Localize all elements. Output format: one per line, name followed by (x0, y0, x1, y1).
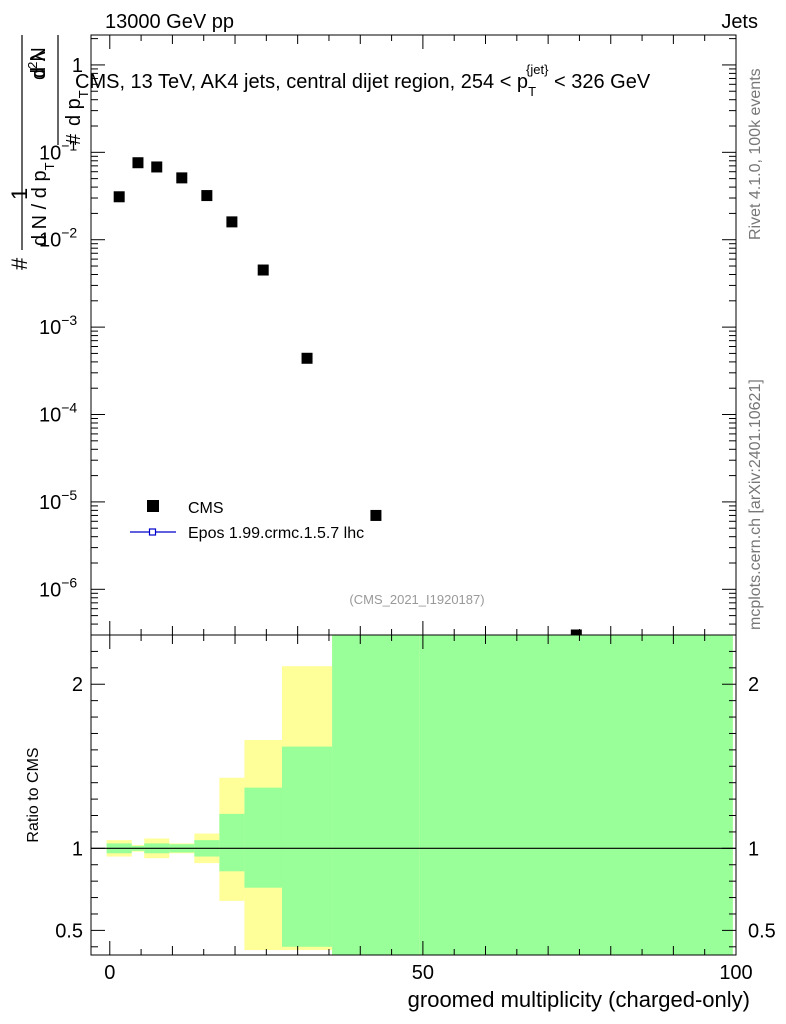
cms-data-point (201, 190, 213, 202)
main-y-tick-labels: 1 10−1 10−2 10−3 10−4 10−5 10−6 (39, 55, 83, 601)
y-tick-label: 10−2 (39, 225, 77, 252)
main-plot-frame (90, 34, 737, 636)
y-tick-label: 10−5 (39, 487, 77, 514)
cms-data-point (257, 264, 269, 276)
legend-epos-label: Epos 1.99.crmc.1.5.7 lhc (188, 525, 364, 542)
ylabel-dN-dpT: d N / d pT (29, 162, 57, 246)
y-tick-label: 10−1 (39, 137, 77, 164)
plot-title: CMS, 13 TeV, AK4 jets, central dijet reg… (75, 62, 651, 99)
y-tick-label: 1 (72, 55, 83, 77)
x-tick-label: 100 (719, 962, 752, 984)
cms-data-point (370, 509, 382, 521)
legend-cms-marker (147, 500, 159, 512)
ratio-y-axis-label: Ratio to CMS (25, 747, 42, 842)
cms-data-point (301, 352, 313, 364)
legend: CMS Epos 1.99.crmc.1.5.7 lhc (130, 500, 364, 542)
website-label: mcplots.cern.ch [arXiv:2401.10621] (747, 379, 764, 630)
y-tick-label: 10−3 (39, 312, 77, 339)
rivet-version-label: Rivet 4.1.0, 100k events (747, 68, 764, 240)
y-tick-label: 10−6 (39, 574, 77, 601)
main-plot-panel: 1 10−1 10−2 10−3 10−4 10−5 10−6 CMS, 13 TeV, A… (7, 34, 737, 641)
process-label: Jets (721, 11, 758, 33)
ylabel-dpT: d pT (63, 90, 91, 126)
ratio-y-tick-label-left: 1 (72, 838, 83, 860)
cms-data-point (132, 157, 144, 169)
stat-uncertainty-bin (332, 635, 420, 955)
main-axis-ticks (91, 35, 737, 636)
cms-data-point (113, 191, 125, 203)
legend-cms-label: CMS (188, 500, 224, 517)
ylabel-d2N: d2N (25, 47, 50, 80)
ratio-y-tick-labels: 0.5 0.5 1 1 2 2 (55, 674, 776, 942)
legend-epos-marker (148, 528, 157, 536)
ylabel-one: 1 (7, 188, 32, 200)
ylabel-hash-2: # (63, 133, 85, 145)
stat-uncertainty-bin (419, 635, 733, 955)
ratio-plot-frame (90, 634, 737, 956)
main-y-axis-label: # 1 d N / d pT # d2N d pT d λ (7, 35, 91, 270)
cms-data-points (113, 157, 582, 641)
ratio-y-tick-label-right: 2 (748, 674, 759, 696)
stat-uncertainty-bin (281, 746, 333, 947)
x-tick-labels: 0 50 100 (104, 962, 752, 984)
stat-uncertainty-bin (244, 787, 282, 888)
cms-data-point (151, 161, 163, 173)
ratio-y-tick-label-left: 2 (72, 674, 83, 696)
x-tick-label: 50 (412, 962, 434, 984)
ratio-y-tick-label-left: 0.5 (55, 920, 83, 942)
ratio-y-tick-label-right: 0.5 (748, 920, 776, 942)
y-tick-label: 10−4 (39, 400, 77, 427)
ylabel-hash: # (7, 257, 32, 270)
ratio-plot-panel: 0.5 0.5 1 1 2 2 0 50 100 Ratio to CMS groomed m… (25, 634, 776, 1012)
stat-uncertainty-bin (219, 813, 245, 872)
x-tick-label: 0 (104, 962, 115, 984)
ratio-uncertainty-bands (106, 635, 733, 955)
cms-data-point (176, 172, 188, 184)
analysis-id: (CMS_2021_I1920187) (349, 592, 484, 607)
cms-data-point (226, 216, 238, 228)
x-axis-label: groomed multiplicity (charged-only) (408, 987, 750, 1012)
ratio-axis-ticks (91, 635, 737, 955)
energy-label: 13000 GeV pp (105, 11, 234, 33)
ylabel-dlambda: d λ (28, 51, 50, 78)
ratio-y-tick-label-right: 1 (748, 838, 759, 860)
